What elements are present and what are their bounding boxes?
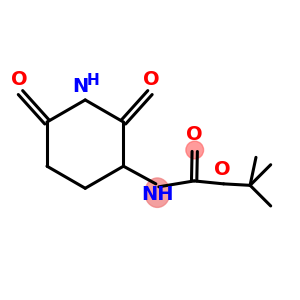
Ellipse shape [145,178,170,207]
Text: NH: NH [141,185,174,204]
Text: O: O [143,70,160,89]
Text: O: O [214,160,230,179]
Text: H: H [86,73,99,88]
Ellipse shape [186,141,204,159]
Text: N: N [73,76,89,95]
Text: O: O [11,70,27,89]
Text: O: O [186,125,203,144]
